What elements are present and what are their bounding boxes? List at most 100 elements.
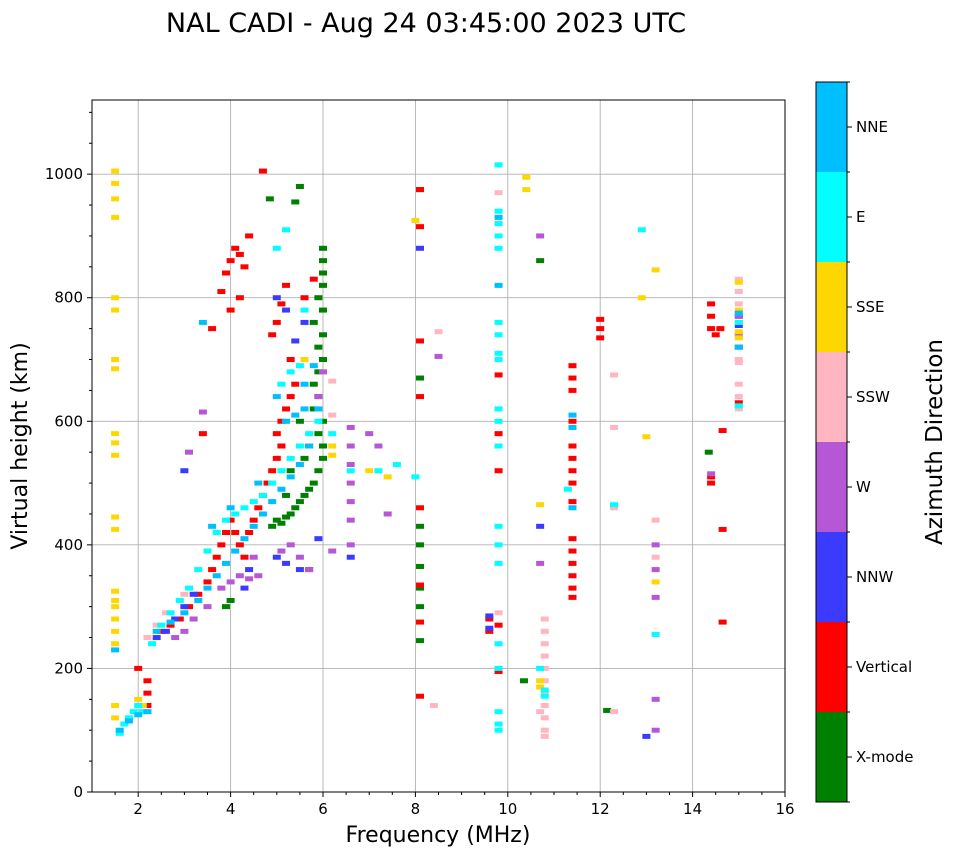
y-tick-label: 600 — [54, 412, 83, 430]
data-point-vertical — [208, 567, 217, 573]
data-point-w — [346, 499, 355, 505]
data-point-nne — [115, 727, 124, 733]
data-point-x-mode — [291, 199, 300, 205]
data-point-vertical — [707, 301, 716, 307]
y-axis-label: Virtual height (km) — [8, 342, 33, 549]
data-point-sse — [111, 214, 120, 220]
data-point-nne — [314, 406, 323, 412]
x-tick-label: 14 — [683, 800, 702, 818]
data-point-x-mode — [416, 523, 425, 529]
data-point-sse — [734, 329, 743, 335]
data-point-sse — [111, 588, 120, 594]
data-point-nnw — [171, 616, 180, 622]
data-point-x-mode — [416, 604, 425, 610]
data-point-vertical — [258, 168, 267, 174]
x-tick-label: 8 — [411, 800, 421, 818]
data-point-x-mode — [314, 431, 323, 437]
data-point-w — [346, 462, 355, 468]
data-point-vertical — [263, 480, 272, 486]
data-point-w — [651, 727, 660, 733]
data-point-x-mode — [309, 480, 318, 486]
data-point-vertical — [494, 431, 503, 437]
data-point-nne — [300, 406, 309, 412]
data-point-vertical — [235, 251, 244, 257]
data-point-nne — [277, 486, 286, 492]
data-point-nnw — [245, 567, 254, 573]
colorbar-label: X-mode — [856, 748, 913, 766]
data-point-e — [129, 709, 138, 715]
data-point-sse — [365, 468, 374, 474]
data-point-x-mode — [226, 597, 235, 603]
data-point-e — [166, 610, 175, 616]
data-point-ssw — [429, 703, 438, 708]
data-point-e — [203, 548, 212, 554]
data-point-e — [494, 641, 503, 647]
data-point-w — [189, 616, 198, 622]
data-point-ssw — [734, 289, 743, 295]
colorbar-label: NNE — [856, 118, 888, 136]
data-point-vertical — [143, 678, 152, 684]
data-point-ssw — [540, 678, 549, 684]
data-point-nnw — [161, 628, 170, 634]
data-point-w — [185, 449, 194, 455]
data-point-sse — [111, 597, 120, 603]
data-point-x-mode — [319, 418, 327, 424]
data-point-vertical — [416, 619, 425, 625]
data-point-e — [734, 403, 743, 409]
data-point-ssw — [540, 715, 549, 721]
data-point-x-mode — [309, 406, 318, 412]
data-point-x-mode — [305, 486, 314, 492]
data-point-w — [707, 471, 716, 477]
data-point-vertical — [245, 530, 254, 535]
data-point-vertical — [718, 619, 727, 625]
data-point-w — [383, 511, 392, 517]
colorbar-label: NNW — [856, 568, 893, 586]
data-point-vertical — [157, 628, 166, 634]
data-point-nne — [734, 310, 743, 316]
data-point-vertical — [240, 264, 249, 270]
data-point-nnw — [300, 319, 309, 325]
data-point-vertical — [175, 616, 184, 622]
data-point-nne — [240, 536, 249, 542]
data-point-nnw — [485, 613, 494, 619]
data-point-x-mode — [314, 369, 323, 375]
data-point-w — [346, 424, 355, 430]
data-point-e — [494, 221, 503, 227]
data-point-e — [494, 162, 503, 168]
data-point-e — [286, 455, 295, 461]
data-point-nnw — [642, 733, 651, 739]
data-point-w — [434, 353, 443, 359]
data-point-nne — [212, 573, 221, 579]
data-point-vertical — [235, 542, 244, 548]
data-point-vertical — [734, 400, 743, 406]
data-point-nne — [300, 381, 309, 387]
data-point-nne — [143, 709, 152, 715]
data-point-sse — [328, 443, 337, 449]
data-point-e — [120, 721, 129, 727]
data-point-nnw — [291, 338, 300, 344]
data-point-sse — [411, 217, 420, 223]
data-point-nnw — [272, 554, 281, 560]
data-point-vertical — [718, 526, 727, 532]
data-point-e — [494, 233, 503, 239]
data-point-vertical — [568, 499, 577, 505]
data-point-e — [157, 622, 166, 628]
data-point-vertical — [203, 579, 212, 585]
x-tick-label: 10 — [498, 800, 517, 818]
plot-area: 2 4 6 8 10 12 14 16 0 200 400 600 800 1000 — [45, 99, 795, 818]
data-point-w — [374, 443, 383, 449]
data-point-vertical — [254, 505, 263, 511]
data-point-e — [374, 468, 383, 474]
data-point-vertical — [716, 326, 725, 332]
data-point-x-mode — [519, 678, 528, 684]
data-point-nnw — [416, 245, 425, 251]
data-point-vertical — [416, 224, 425, 230]
data-point-sse — [111, 715, 120, 721]
data-point-x-mode — [286, 468, 295, 474]
data-point-ssw — [180, 591, 189, 597]
colorbar-frame — [815, 81, 848, 803]
data-point-e — [494, 208, 503, 214]
data-point-x-mode — [265, 196, 274, 202]
data-point-vertical — [166, 622, 175, 628]
